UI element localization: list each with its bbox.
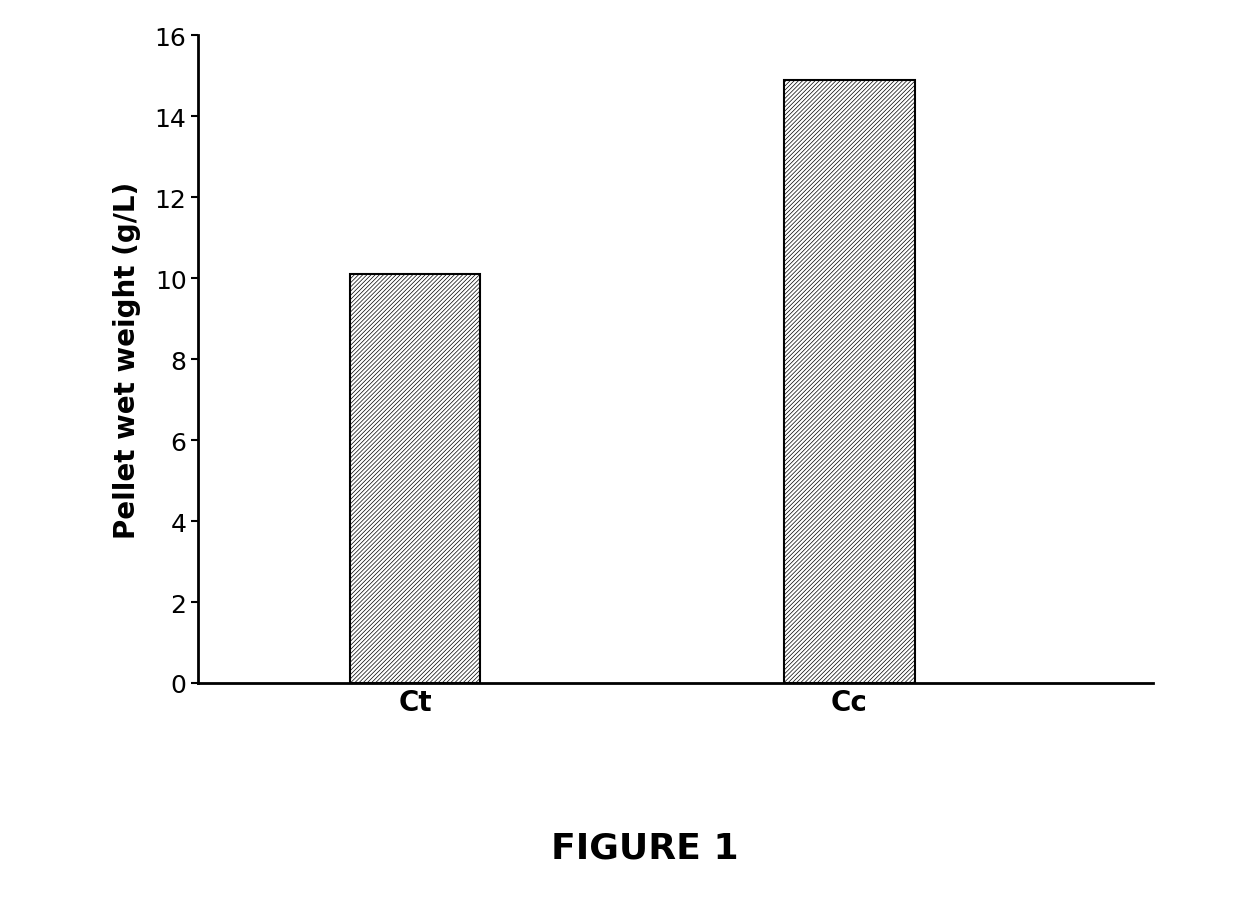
Bar xyxy=(785,81,915,683)
Bar xyxy=(350,275,480,683)
Y-axis label: Pellet wet weight (g/L): Pellet wet weight (g/L) xyxy=(113,181,141,538)
Text: FIGURE 1: FIGURE 1 xyxy=(551,830,739,865)
